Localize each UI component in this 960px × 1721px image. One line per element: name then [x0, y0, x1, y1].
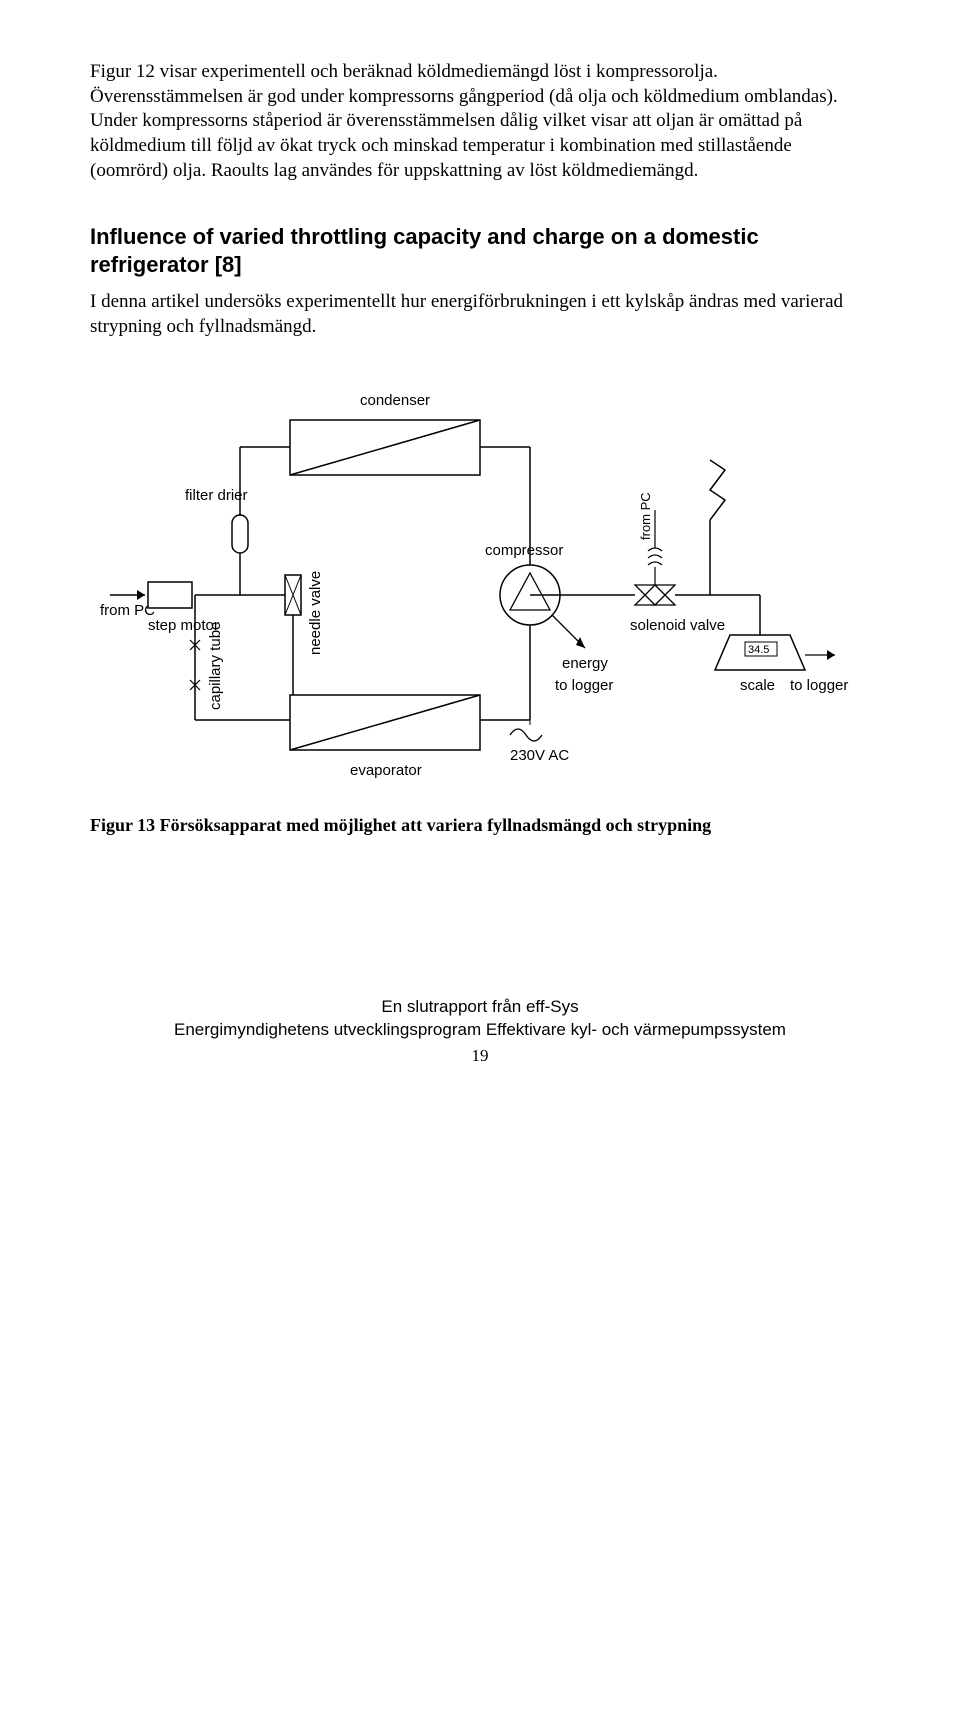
label-filter-drier: filter drier: [185, 487, 248, 504]
paragraph-2: I denna artikel undersöks experimentellt…: [90, 290, 870, 339]
page-footer: En slutrapport från eff-Sys Energimyndig…: [90, 996, 870, 1042]
label-capillary-tube: capillary tube: [207, 621, 224, 709]
label-scale: scale: [740, 677, 775, 694]
paragraph-1: Figur 12 visar experimentell och beräkna…: [90, 60, 870, 183]
label-condenser: condenser: [360, 392, 430, 409]
label-230v-ac: 230V AC: [510, 747, 569, 764]
footer-line-2: Energimyndighetens utvecklingsprogram Ef…: [90, 1019, 870, 1042]
label-from-pc-left: from PC: [100, 602, 155, 619]
footer-line-1: En slutrapport från eff-Sys: [90, 996, 870, 1019]
section-heading: Influence of varied throttling capacity …: [90, 223, 870, 278]
figure-13-caption: Figur 13 Försöksapparat med möjlighet at…: [90, 815, 870, 836]
figure-13-diagram: condenser filter drier from PC step moto…: [90, 380, 870, 805]
label-needle-valve: needle valve: [307, 571, 324, 655]
label-from-pc-right: from PC: [638, 492, 653, 540]
label-energy: energy: [562, 655, 608, 672]
label-scale-reading: 34.5: [748, 644, 769, 656]
label-solenoid-valve: solenoid valve: [630, 617, 725, 634]
refrigeration-schematic: condenser filter drier from PC step moto…: [90, 380, 870, 800]
page-number: 19: [90, 1046, 870, 1066]
label-to-logger-mid: to logger: [555, 677, 613, 694]
label-evaporator: evaporator: [350, 762, 422, 779]
label-to-logger-right: to logger: [790, 677, 848, 694]
label-compressor: compressor: [485, 542, 563, 559]
